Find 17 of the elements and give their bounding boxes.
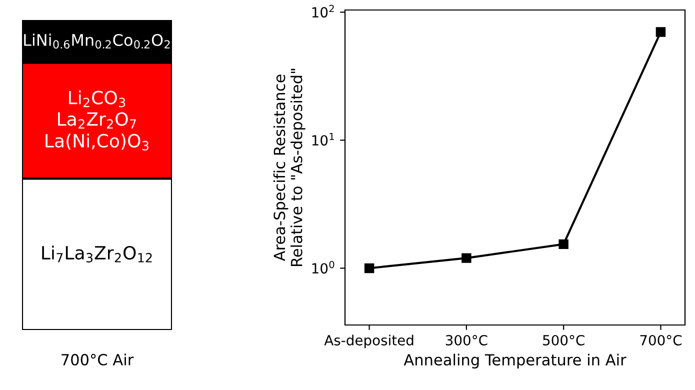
y-tick-label: 10$^{1}$ (312, 132, 334, 146)
category-label: LiNi$_{0.6}$Mn$_{0.2}$Co$_{0.2}$O$_{2}$ (24, 34, 170, 49)
x-axis-title: Annealing Temperature in Air (404, 354, 626, 369)
y-tick-label: 10$^{2}$ (312, 4, 334, 18)
point (656, 27, 666, 37)
point (462, 253, 472, 263)
point (558, 239, 568, 250)
category-label: Li$_{2}$CO$_{3}$ La$_{2}$Zr$_{2}$O$_{7}$ La(Ni,Co)O$_{3}$ (46, 90, 148, 150)
y-axis-title: Area-Specific Resistance Relative to "As-deposited" (273, 68, 306, 266)
point (364, 263, 374, 274)
x-tick-label: 300°C (446, 334, 488, 346)
y-tick-label: 10$^{0}$ (312, 260, 334, 274)
x-tick-label: 700°C (640, 334, 682, 346)
x-tick-label: 500°C (543, 334, 584, 346)
x-tick-label: As-deposited (324, 334, 414, 348)
category-label: Li$_{7}$La$_{3}$Zr$_{2}$O$_{12}$ (42, 246, 152, 262)
text: 700°C Air (62, 354, 134, 366)
